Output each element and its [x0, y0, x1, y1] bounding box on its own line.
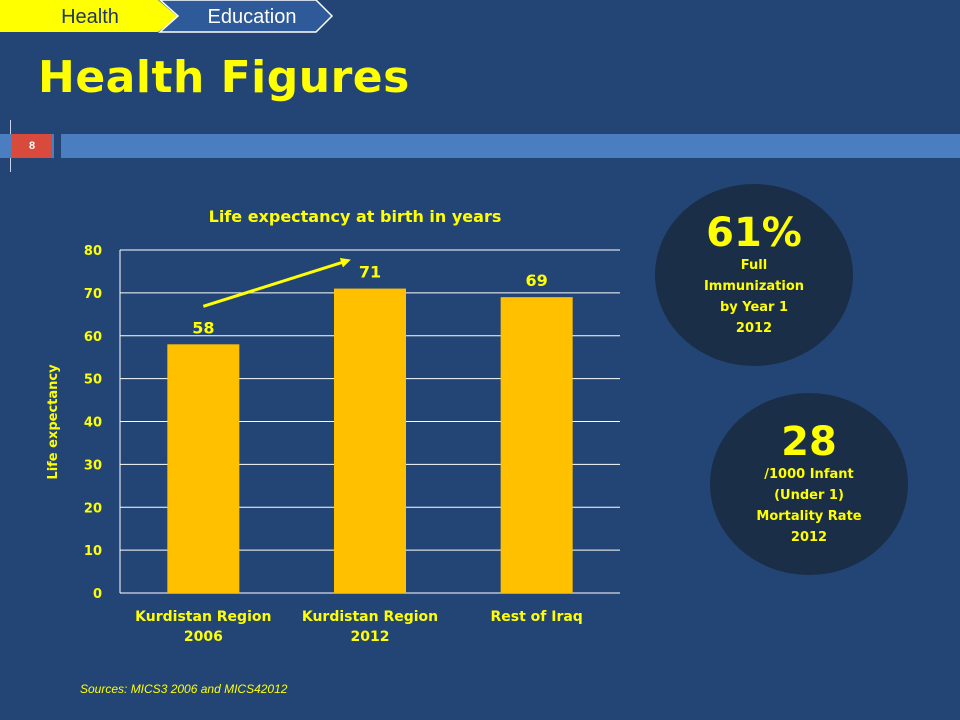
- y-tick-label: 10: [84, 544, 102, 559]
- y-tick-label: 0: [93, 587, 102, 602]
- y-axis-ticks: 0 10 20 30 40 50 60 70 80: [84, 244, 102, 602]
- increase-arrow: [202, 257, 351, 308]
- page-title: Health Figures: [38, 52, 410, 103]
- y-tick-label: 40: [84, 416, 102, 431]
- tab-bar: Health Education: [0, 0, 334, 33]
- tab-health-label: Health: [61, 6, 119, 28]
- strip-gap: [54, 134, 61, 158]
- value-label: 58: [192, 318, 214, 337]
- y-tick-label: 20: [84, 501, 102, 516]
- tab-health[interactable]: Health: [0, 0, 178, 32]
- tab-education-label: Education: [208, 6, 297, 28]
- immunization-value: 61%: [706, 210, 802, 256]
- chart-title: Life expectancy at birth in years: [209, 207, 502, 226]
- value-labels: 58 71 69: [192, 263, 548, 338]
- y-tick-label: 30: [84, 458, 102, 473]
- slide-number: 8: [12, 134, 52, 158]
- tab-education[interactable]: Education: [158, 0, 334, 33]
- y-tick-label: 80: [84, 244, 102, 259]
- infant-mortality-label: /1000 Infant (Under 1) Mortality Rate 20…: [756, 467, 862, 545]
- x-tick-label: Kurdistan Region: [135, 609, 271, 625]
- value-label: 71: [359, 263, 381, 282]
- y-tick-label: 70: [84, 287, 102, 302]
- life-expectancy-chart: Life expectancy at birth in years Life e…: [46, 207, 620, 645]
- bar: [500, 297, 573, 593]
- x-tick-label: 2012: [351, 629, 390, 645]
- x-axis-labels: Kurdistan Region 2006 Kurdistan Region 2012…: [135, 609, 583, 645]
- y-axis-label: Life expectancy: [46, 364, 61, 480]
- immunization-stat: 61% Full Immunization by Year 1 2012: [655, 184, 853, 366]
- value-label: 69: [526, 271, 548, 290]
- bar: [334, 288, 406, 593]
- infant-mortality-value: 28: [781, 419, 837, 465]
- bar: [167, 344, 240, 593]
- immunization-label: Full Immunization by Year 1 2012: [703, 258, 805, 336]
- x-tick-label: Rest of Iraq: [490, 609, 582, 625]
- y-tick-label: 50: [84, 373, 102, 388]
- source-note: Sources: MICS3 2006 and MICS42012: [80, 682, 288, 696]
- y-tick-label: 60: [84, 330, 102, 345]
- infant-mortality-stat: 28 /1000 Infant (Under 1) Mortality Rate…: [710, 393, 908, 575]
- x-tick-label: Kurdistan Region: [302, 609, 438, 625]
- header-strip: [0, 134, 960, 158]
- bars: [167, 288, 573, 593]
- x-tick-label: 2006: [184, 629, 223, 645]
